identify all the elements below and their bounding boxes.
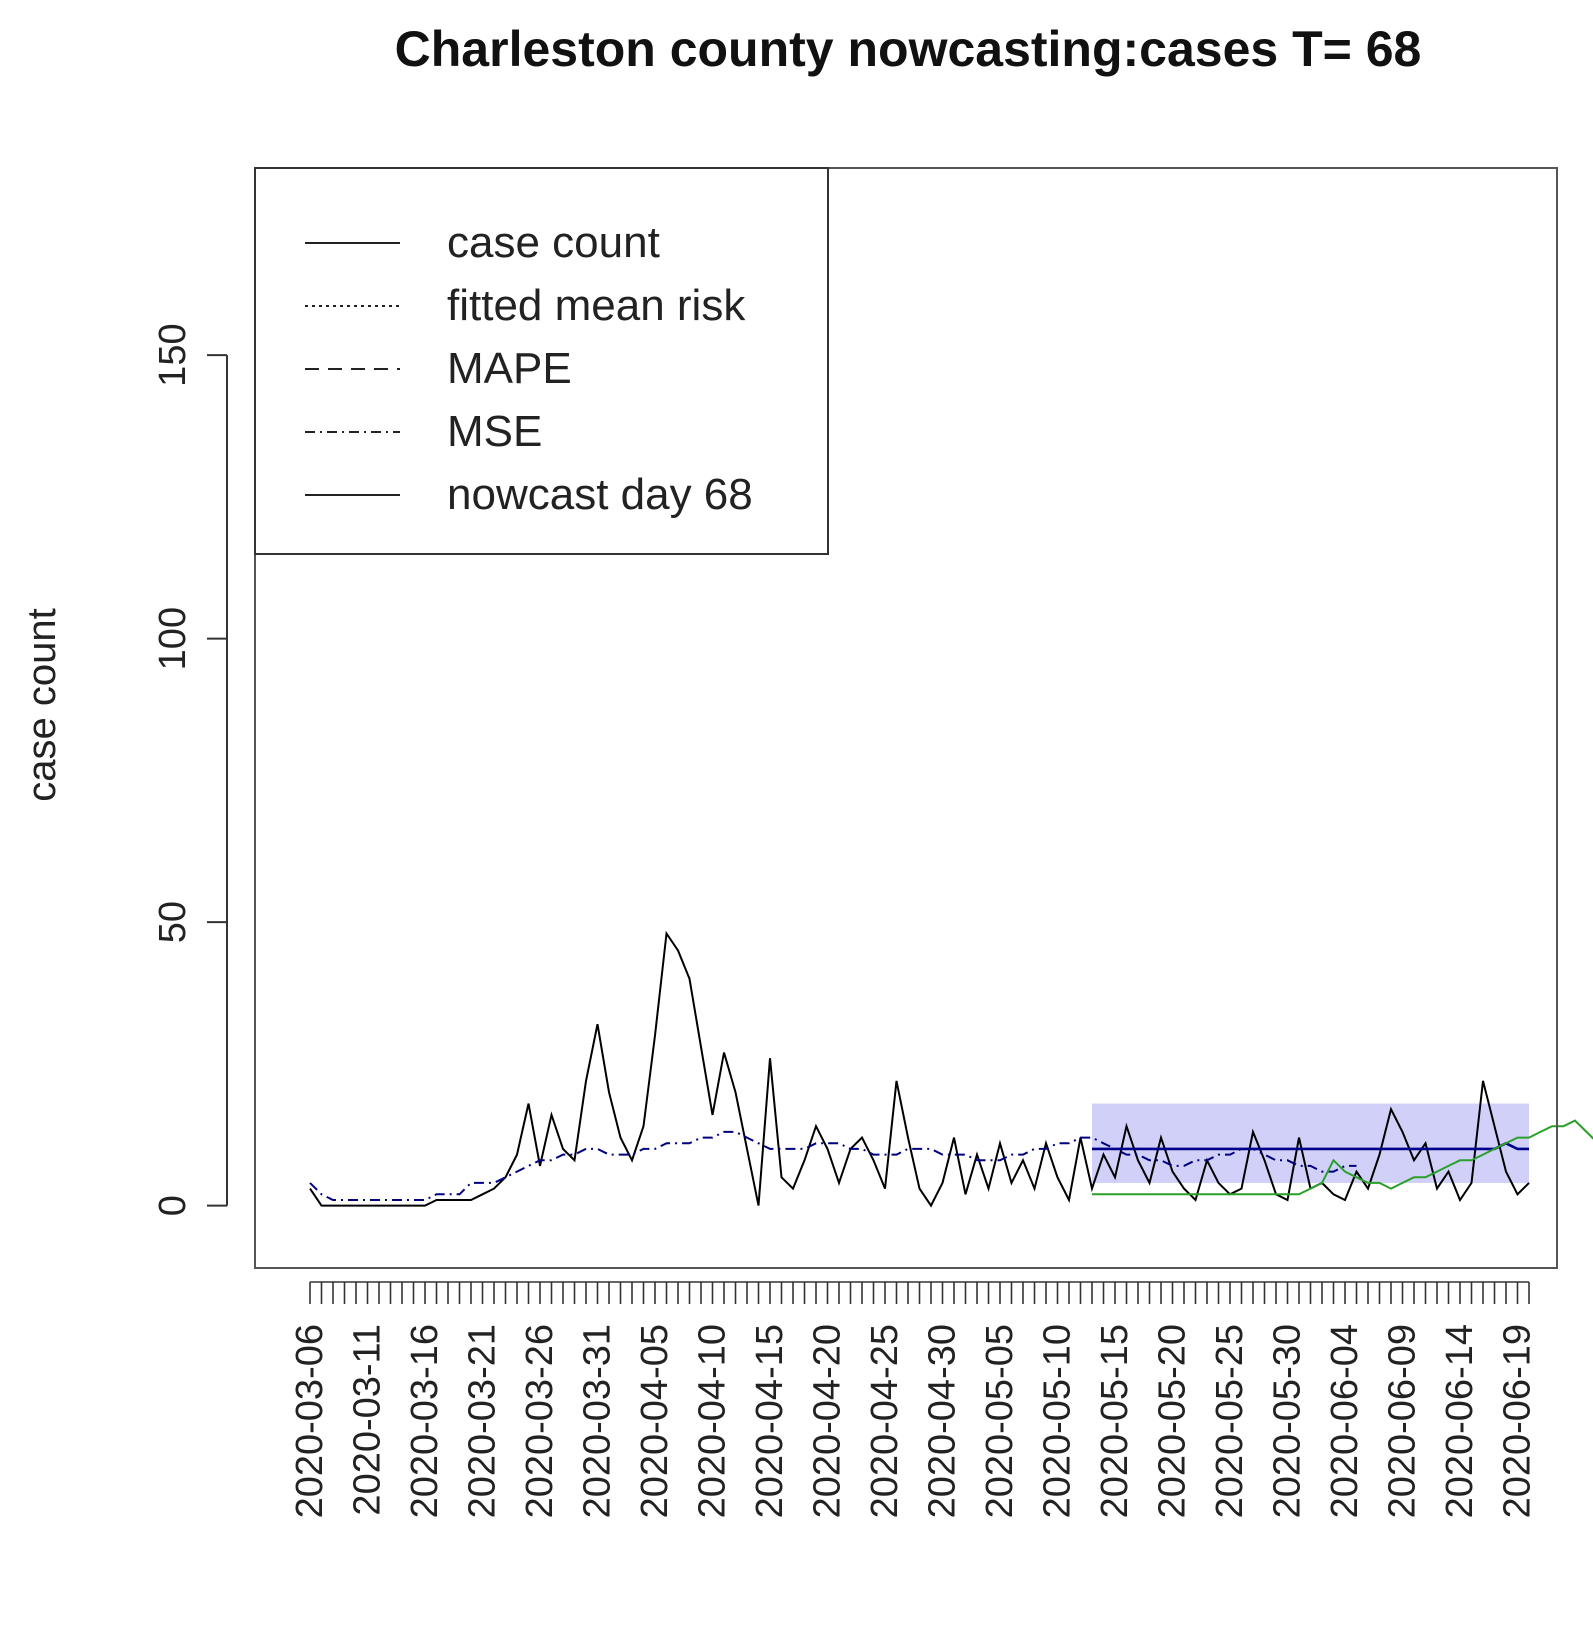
axis-layer: 0 50 100 150 2020-03-06 2020-03-11 2020-03-16 2… [152,323,1539,1518]
x-tick-label: 2020-05-15 [1094,1324,1136,1518]
legend-box [254,167,829,555]
chart-title: Charleston county nowcasting:cases T= 68 [395,21,1422,77]
x-tick-label: 2020-04-25 [864,1324,906,1518]
x-tick-label: 2020-03-31 [577,1324,619,1518]
legend-label: fitted mean risk [447,281,746,330]
x-tick-label: 2020-04-15 [749,1324,791,1518]
x-tick-label: 2020-03-16 [404,1324,446,1518]
y-tick-label: 50 [152,901,194,943]
legend-label: MSE [447,407,542,456]
x-tick-label: 2020-04-05 [634,1324,676,1518]
x-tick-label: 2020-03-26 [519,1324,561,1518]
x-tick-label: 2020-05-25 [1209,1324,1251,1518]
x-tick-label: 2020-03-06 [289,1324,331,1518]
legend-label: MAPE [447,344,572,393]
x-tick-label: 2020-05-30 [1267,1324,1309,1518]
x-tick-label: 2020-03-11 [347,1324,389,1516]
x-tick-label: 2020-06-04 [1324,1324,1366,1518]
legend-label: nowcast day 68 [447,470,753,519]
y-axis-label: case count [20,608,64,801]
y-tick-label: 150 [152,323,194,386]
x-tick-label: 2020-04-30 [922,1324,964,1518]
x-tick-label: 2020-04-20 [807,1324,849,1518]
x-tick-label: 2020-05-10 [1037,1324,1079,1518]
legend-label: case count [447,218,660,267]
series-layer [309,930,1593,1208]
prediction-interval-band [1092,1103,1529,1183]
series-line-nowcast-day-68 [1092,1141,1529,1151]
y-tick-label: 100 [152,607,194,670]
y-tick-label: 0 [152,1195,194,1216]
series-line-case-count [309,930,1530,1208]
series-line-fitted-mean-risk [309,1130,1357,1201]
legend: case count fitted mean risk MAPE MSE nowcast… [254,167,829,555]
x-tick-label: 2020-05-20 [1152,1324,1194,1518]
series-line-nowcast-green [1092,1119,1593,1196]
x-tick-label: 2020-04-10 [692,1324,734,1518]
plot-frame [254,167,1558,1269]
x-tick-label: 2020-05-05 [979,1324,1021,1518]
x-tick-label: 2020-06-09 [1382,1324,1424,1518]
x-tick-label: 2020-06-14 [1439,1324,1481,1518]
x-tick-label: 2020-03-21 [462,1324,504,1518]
band-layer [1092,1103,1529,1183]
x-tick-label: 2020-06-19 [1497,1324,1539,1518]
